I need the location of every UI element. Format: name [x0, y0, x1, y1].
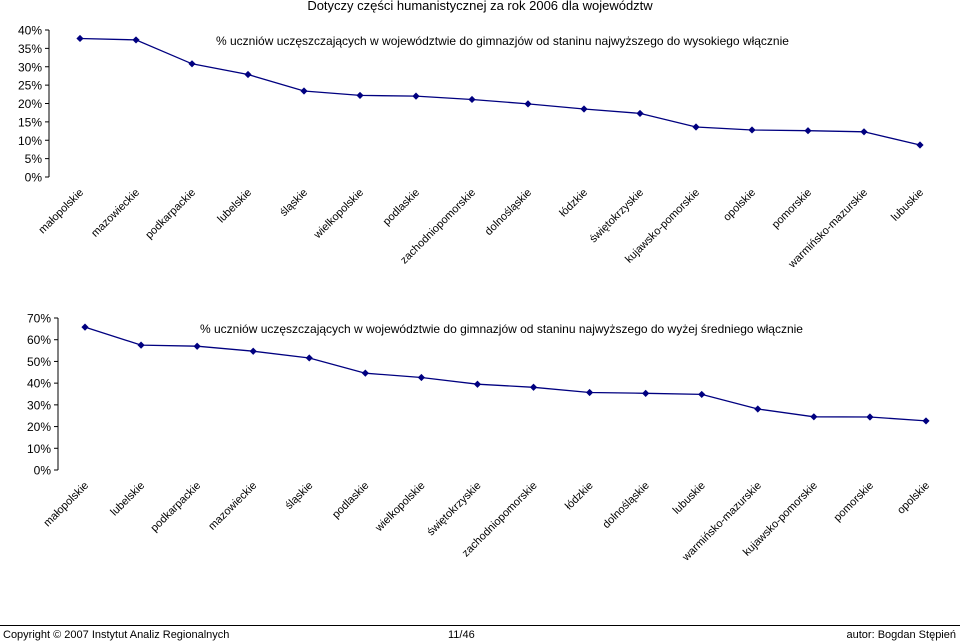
data-point	[81, 323, 89, 331]
series-line	[79, 37, 921, 146]
data-point	[922, 417, 930, 425]
data-point	[754, 405, 762, 413]
x-category-label: śląskie	[283, 480, 315, 512]
y-tick-label: 10%	[27, 442, 51, 456]
data-point	[692, 123, 700, 131]
y-tick-label: 20%	[18, 97, 42, 111]
x-category-label: łódzkie	[557, 187, 590, 220]
data-point	[698, 390, 706, 399]
data-point	[580, 105, 588, 113]
y-tick-label: 0%	[25, 171, 43, 185]
y-tick-label: 30%	[27, 398, 51, 412]
x-category-label: lubelskie	[215, 187, 254, 226]
data-point	[529, 383, 538, 391]
data-point	[244, 70, 252, 79]
y-tick-label: 0%	[34, 464, 52, 478]
y-tick-label: 35%	[18, 42, 42, 56]
x-category-label: lubelskie	[108, 480, 147, 519]
x-category-label: świętokrzyskie	[425, 480, 484, 539]
x-category-label: lubuskie	[889, 187, 926, 224]
x-category-label: podlaskie	[381, 187, 422, 228]
y-tick-label: 60%	[27, 333, 51, 347]
x-category-label: wielkopolskie	[311, 187, 366, 242]
data-point	[642, 389, 650, 397]
data-point	[361, 369, 369, 377]
y-tick-label: 10%	[18, 134, 42, 148]
chart-top: % uczniów uczęszczających w województwie…	[18, 24, 926, 272]
x-category-label: pomorskie	[832, 480, 876, 524]
y-tick-label: 40%	[18, 24, 42, 38]
chart-bottom-series-label: % uczniów uczęszczających w województwie…	[200, 322, 803, 336]
x-category-label: podlaskie	[330, 480, 371, 521]
data-point	[860, 128, 868, 136]
x-category-label: małopolskie	[42, 480, 92, 530]
x-category-label: małopolskie	[37, 187, 87, 237]
data-point	[300, 87, 308, 95]
data-point	[866, 413, 874, 421]
x-category-label: dolnośląskie	[483, 187, 534, 238]
y-tick-label: 30%	[18, 60, 42, 74]
series-line	[84, 326, 927, 422]
x-category-label: opolskie	[895, 480, 932, 517]
data-point	[524, 100, 532, 108]
x-category-label: łódzkie	[563, 480, 596, 513]
y-tick-label: 70%	[27, 312, 51, 326]
data-point	[305, 354, 313, 362]
data-point	[586, 388, 594, 397]
data-point	[76, 34, 84, 43]
chart-bottom: % uczniów uczęszczających w województwie…	[27, 312, 932, 565]
x-category-label: dolnośląskie	[600, 480, 651, 531]
x-category-label: opolskie	[721, 187, 758, 224]
data-point	[193, 342, 201, 350]
x-category-label: podkarpackie	[143, 187, 198, 242]
data-point	[916, 141, 924, 149]
x-category-label: mazowieckie	[206, 480, 259, 533]
x-category-label: świętokrzyskie	[587, 187, 646, 246]
data-point	[468, 95, 476, 104]
page-title: Dotyczy części humanistycznej za rok 200…	[307, 0, 653, 13]
y-tick-label: 25%	[18, 79, 42, 93]
data-point	[412, 92, 420, 100]
data-point	[356, 91, 364, 100]
footer-page-number: 11/46	[448, 629, 475, 641]
x-category-label: podkarpackie	[148, 480, 203, 535]
data-point	[636, 109, 644, 118]
x-category-label: śląskie	[278, 187, 310, 219]
y-tick-label: 5%	[25, 152, 43, 166]
y-tick-label: 40%	[27, 377, 51, 391]
x-category-label: mazowieckie	[89, 187, 142, 240]
data-point	[473, 380, 482, 388]
y-tick-label: 20%	[27, 420, 51, 434]
data-point	[188, 60, 196, 68]
footer-copyright: Copyright © 2007 Instytut Analiz Regiona…	[3, 629, 230, 641]
x-category-label: pomorskie	[770, 187, 814, 231]
data-point	[417, 373, 425, 382]
x-category-label: wielkopolskie	[372, 480, 427, 535]
chart-top-series-label: % uczniów uczęszczających w województwie…	[216, 34, 789, 48]
footer: Copyright © 2007 Instytut Analiz Regiona…	[0, 625, 960, 643]
data-point	[804, 127, 812, 135]
x-category-label: lubuskie	[671, 480, 708, 517]
data-point	[132, 36, 140, 44]
data-point	[249, 347, 257, 355]
y-tick-label: 15%	[18, 115, 42, 129]
footer-author: autor: Bogdan Stępień	[846, 629, 956, 641]
y-tick-label: 50%	[27, 355, 51, 369]
data-point	[137, 341, 145, 349]
data-point	[810, 413, 818, 421]
data-point	[748, 126, 756, 134]
